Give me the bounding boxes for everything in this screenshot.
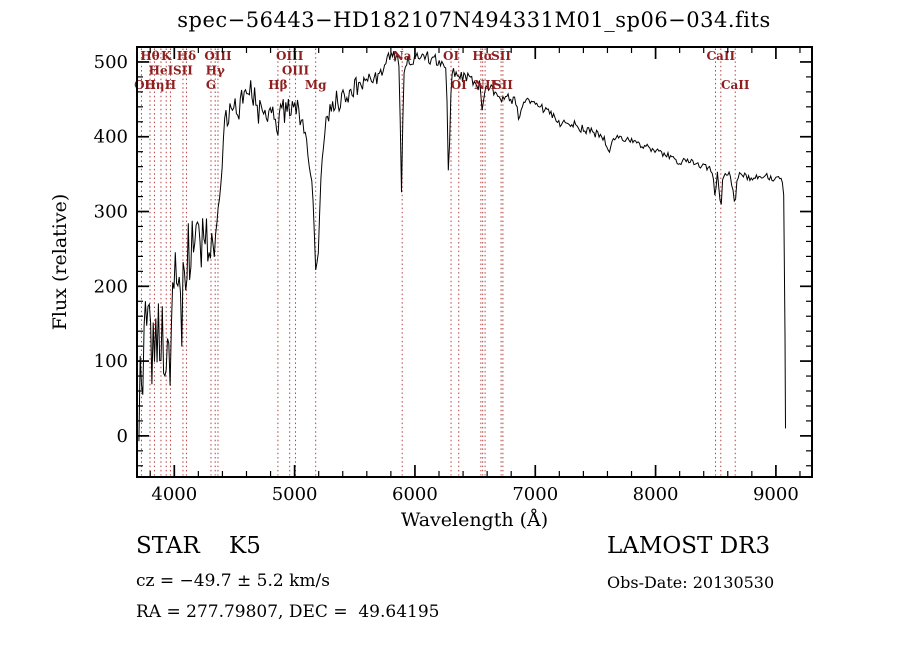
spectral-line-label: SII — [493, 78, 513, 92]
y-tick-label: 0 — [117, 426, 128, 447]
spectral-line-label: OI — [451, 78, 467, 92]
spectral-line-label: CaII — [721, 78, 750, 92]
spectral-line-label: OIII — [276, 49, 304, 63]
figure-title: spec−56443−HD182107N494331M01_sp06−034.f… — [177, 8, 771, 32]
spectral-line-label: CaII — [707, 49, 736, 63]
spectral-line-label: Na — [393, 49, 412, 63]
plot-border — [136, 46, 813, 478]
spectrum-curve — [138, 51, 786, 442]
spectral-line-label: Hγ — [206, 64, 225, 78]
x-tick-label: 6000 — [392, 484, 438, 505]
y-tick-label: 100 — [94, 351, 128, 372]
spectral-line-label: OII — [134, 78, 156, 92]
y-axis-label: Flux (relative) — [49, 194, 71, 331]
spectral-line-label: G — [206, 78, 216, 92]
x-tick-label: 9000 — [753, 484, 799, 505]
x-tick-label: 8000 — [633, 484, 679, 505]
spectral-line-label: Hη — [144, 78, 164, 92]
spectral-line-label: Hβ — [268, 78, 287, 92]
x-axis-label: Wavelength (Å) — [401, 509, 548, 531]
spectral-line-label: Hδ — [177, 49, 196, 63]
spectral-line-label: NII — [474, 78, 497, 92]
survey-label: LAMOST DR3 — [607, 533, 771, 559]
y-tick-label: 300 — [94, 202, 128, 223]
y-tick-label: 500 — [94, 52, 128, 73]
spectral-line-label: OI — [443, 49, 459, 63]
obs-date-value: Obs-Date: 20130530 — [607, 573, 775, 592]
ra-dec-value: RA = 277.79807, DEC = 49.64195 — [136, 602, 440, 622]
spectral-line-label: SII — [173, 64, 193, 78]
object-class-label: STAR K5 — [136, 533, 261, 559]
spectral-line-label: Hα — [472, 49, 493, 63]
spectral-line-markers — [140, 48, 736, 476]
spectral-line-label: HeI — [149, 64, 174, 78]
cz-value: cz = −49.7 ± 5.2 km/s — [136, 571, 330, 591]
spectral-line-label: K — [161, 49, 172, 63]
spectral-line-label: Mg — [305, 78, 327, 92]
x-tick-label: 5000 — [272, 484, 318, 505]
x-tick-label: 7000 — [512, 484, 558, 505]
spectral-line-label: Hθ — [140, 49, 159, 63]
spectral-line-label: SII — [491, 49, 511, 63]
y-tick-label: 200 — [94, 276, 128, 297]
spectral-line-label: OIII — [282, 64, 310, 78]
spectral-line-label: H — [165, 78, 176, 92]
x-tick-label: 4000 — [151, 484, 197, 505]
y-tick-label: 400 — [94, 127, 128, 148]
spectral-line-label: OIII — [204, 49, 232, 63]
